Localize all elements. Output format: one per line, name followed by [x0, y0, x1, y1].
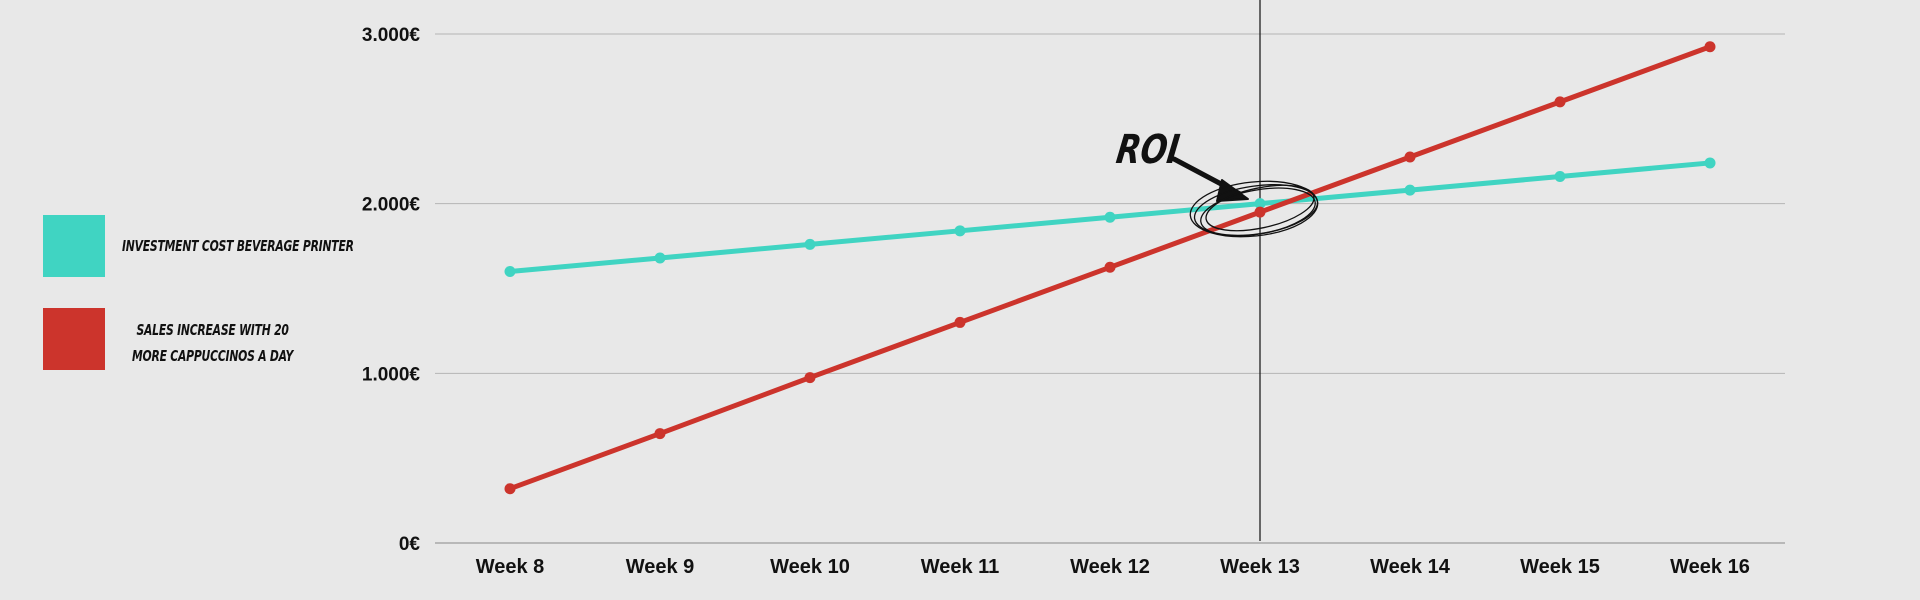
- roi-annotation: ROI: [1114, 126, 1319, 238]
- x-axis-ticks: Week 8 Week 9 Week 10 Week 11 Week 12 Week 13…: [476, 556, 1750, 578]
- x-tick-label: Week 10: [770, 556, 850, 578]
- x-tick-label: Week 11: [921, 556, 1000, 578]
- data-point-1: [504, 483, 516, 495]
- data-point-0: [1104, 211, 1116, 223]
- data-point-0: [1404, 184, 1416, 196]
- data-point-1: [1554, 96, 1566, 108]
- data-point-0: [1254, 198, 1266, 210]
- data-point-1: [654, 428, 666, 440]
- legend-swatch-sales: [43, 308, 105, 370]
- x-tick-label: Week 8: [476, 556, 545, 578]
- data-point-1: [1404, 151, 1416, 163]
- legend-label-sales: SALES INCREASE WITH 20 MORE CAPPUCCINOS …: [132, 317, 293, 369]
- data-point-0: [1704, 157, 1716, 169]
- x-tick-label: Week 16: [1670, 556, 1750, 578]
- legend-swatch-investment: [43, 215, 105, 277]
- x-tick-label: Week 9: [626, 556, 695, 578]
- data-point-0: [804, 238, 816, 250]
- y-tick-label: 2.000€: [362, 195, 421, 216]
- legend-label-sales-line1: SALES INCREASE WITH 20: [136, 321, 289, 339]
- data-point-0: [954, 225, 966, 237]
- y-tick-label: 1.000€: [362, 364, 421, 385]
- series-layer: [504, 41, 1716, 495]
- data-point-0: [504, 266, 516, 278]
- y-tick-label: 0€: [399, 534, 421, 555]
- x-tick-label: Week 12: [1070, 556, 1150, 578]
- x-tick-label: Week 14: [1370, 556, 1451, 578]
- data-point-1: [1254, 206, 1266, 218]
- data-point-1: [804, 372, 816, 384]
- y-axis-ticks: 0€ 1.000€ 2.000€ 3.000€: [362, 25, 421, 555]
- data-point-0: [1554, 171, 1566, 183]
- y-tick-label: 3.000€: [362, 25, 421, 46]
- x-tick-label: Week 15: [1520, 556, 1600, 578]
- grid-lines: [435, 33, 1785, 544]
- roi-label: ROI: [1114, 126, 1183, 173]
- legend-label-investment: INVESTMENT COST BEVERAGE PRINTER: [122, 237, 354, 255]
- data-point-1: [1104, 261, 1116, 273]
- roi-circle-icon: [1189, 180, 1319, 238]
- legend-label-sales-line2: MORE CAPPUCCINOS A DAY: [132, 347, 294, 365]
- data-point-0: [654, 252, 666, 264]
- data-point-1: [1704, 41, 1716, 53]
- data-point-1: [954, 316, 966, 328]
- x-tick-label: Week 13: [1220, 556, 1300, 578]
